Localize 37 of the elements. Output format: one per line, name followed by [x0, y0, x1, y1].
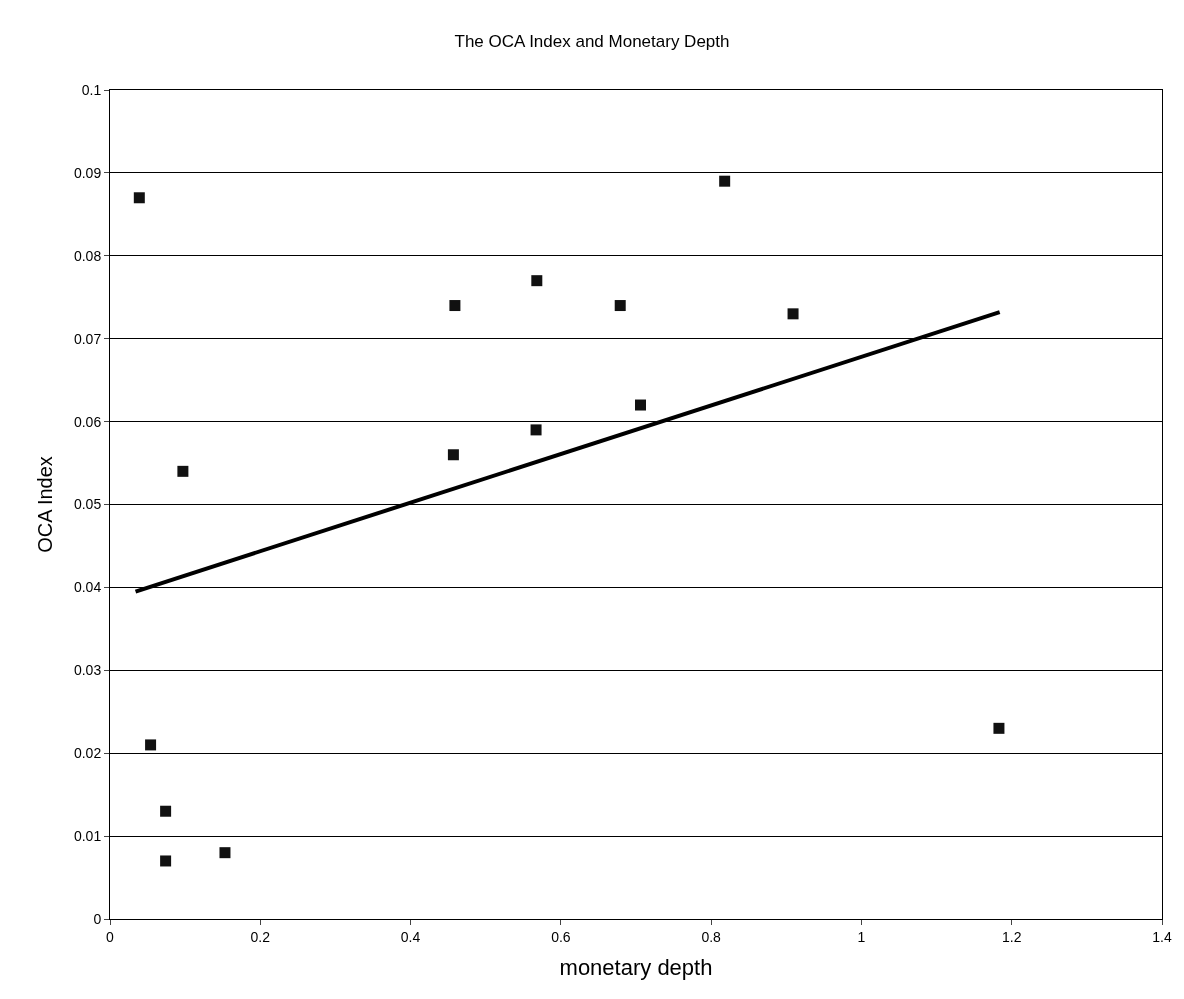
x-tick-label: 1: [857, 928, 866, 945]
point: [133, 192, 145, 204]
point: [787, 308, 799, 320]
y-tick-label: 0.06: [73, 413, 102, 430]
y-tick-label: 0.05: [73, 496, 102, 513]
point: [719, 175, 731, 187]
point: [145, 739, 157, 751]
x-tick-label: 0.4: [400, 928, 421, 945]
x-tick-label: 0.2: [250, 928, 271, 945]
y-tick-label: 0.02: [73, 745, 102, 762]
y-tick-label: 0.04: [73, 579, 102, 596]
y-tick-label: 0.07: [73, 330, 102, 347]
y-tick-label: 0: [93, 910, 102, 927]
y-tick-label: 0.03: [73, 662, 102, 679]
x-tick-label: 1.4: [1152, 928, 1172, 945]
point: [449, 300, 461, 312]
x-tick-label: 0: [106, 928, 115, 945]
x-tick-label: 0.6: [551, 928, 571, 945]
point: [531, 275, 543, 287]
y-axis-title: OCA Index: [34, 456, 57, 553]
x-tick-label: 0.8: [701, 928, 722, 945]
y-tick-label: 0.1: [81, 81, 102, 98]
x-tick-label: 1.2: [1001, 928, 1022, 945]
y-tick-label: 0.09: [73, 164, 102, 181]
point: [993, 722, 1005, 734]
point: [219, 847, 231, 859]
y-tick-label: 0.08: [73, 247, 102, 264]
x-axis-title: monetary depth: [559, 954, 713, 980]
point: [160, 855, 172, 867]
chart-title: The OCA Index and Monetary Depth: [454, 31, 730, 51]
point: [177, 465, 189, 477]
point: [530, 424, 542, 436]
point: [160, 805, 172, 817]
point: [447, 449, 459, 461]
y-tick-label: 0.01: [73, 828, 102, 844]
point: [614, 300, 626, 312]
point: [635, 399, 647, 411]
